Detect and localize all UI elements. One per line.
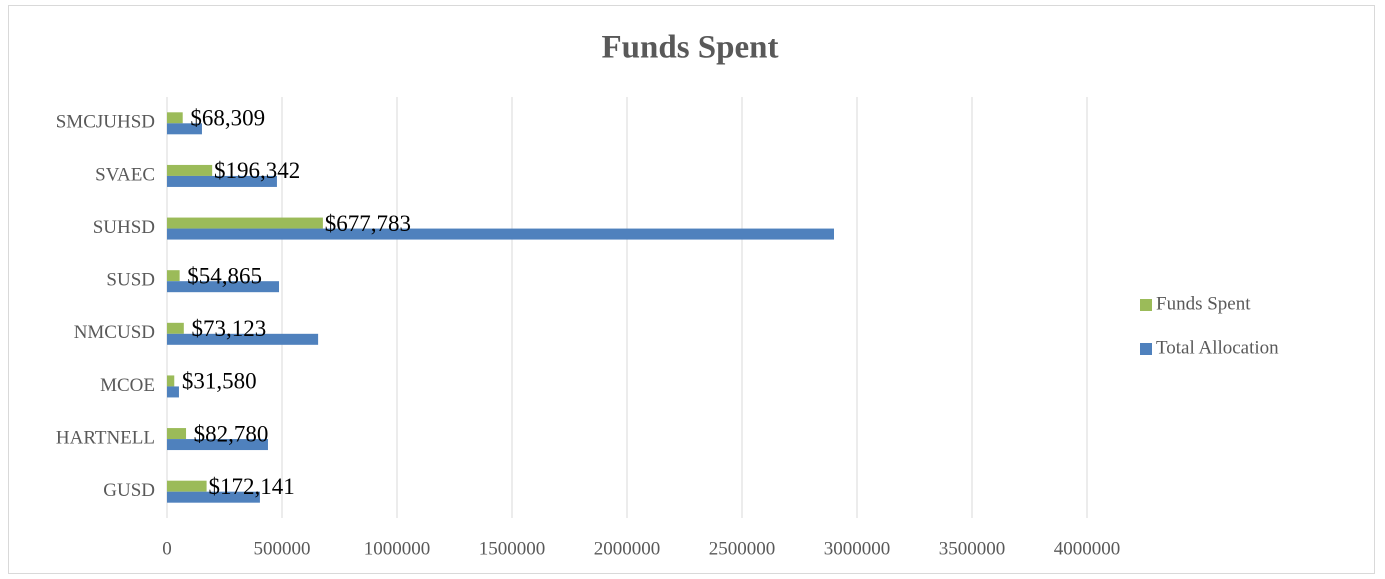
bar — [167, 375, 175, 387]
chart-title: Funds Spent — [601, 30, 778, 66]
data-label: $196,342 — [214, 158, 300, 183]
y-tick-label: NMCUSD — [74, 322, 155, 343]
data-label: $82,780 — [194, 421, 269, 446]
bar — [167, 112, 183, 124]
data-label: $54,865 — [187, 263, 262, 288]
bar — [167, 439, 268, 451]
bar — [167, 123, 202, 135]
x-tick-label: 1500000 — [479, 538, 546, 559]
data-label: $73,123 — [191, 316, 266, 341]
bar — [167, 322, 184, 334]
legend-swatch — [1140, 299, 1152, 311]
y-tick-label: HARTNELL — [56, 427, 155, 448]
y-tick-label: SUHSD — [93, 217, 155, 238]
bar — [167, 480, 207, 492]
y-tick-label: SVAEC — [95, 164, 155, 185]
bar — [167, 228, 834, 240]
bar — [167, 164, 213, 176]
x-tick-label: 2000000 — [594, 538, 661, 559]
y-tick-label: GUSD — [103, 480, 155, 501]
y-tick-label: SUSD — [106, 270, 155, 291]
bar — [167, 428, 187, 440]
bar — [167, 386, 179, 398]
data-label: $31,580 — [182, 369, 257, 394]
bar — [167, 333, 319, 345]
bar — [167, 217, 323, 229]
bar — [167, 175, 277, 187]
x-tick-label: 2500000 — [709, 538, 776, 559]
y-tick-label: MCOE — [100, 375, 155, 396]
data-label: $677,783 — [325, 211, 411, 236]
legend-label: Funds Spent — [1156, 293, 1251, 314]
bar — [167, 491, 260, 503]
x-tick-label: 0 — [162, 538, 172, 559]
legend-label: Total Allocation — [1156, 337, 1279, 358]
y-tick-label: SMCJUHSD — [56, 112, 155, 133]
x-tick-label: 3000000 — [824, 538, 891, 559]
x-tick-label: 1000000 — [364, 538, 431, 559]
bar — [167, 270, 180, 282]
x-tick-label: 4000000 — [1054, 538, 1121, 559]
bar — [167, 281, 280, 293]
data-label: $68,309 — [190, 106, 265, 131]
x-tick-label: 500000 — [254, 538, 311, 559]
legend-swatch — [1140, 343, 1152, 355]
data-label: $172,141 — [208, 474, 294, 499]
x-tick-label: 3500000 — [939, 538, 1006, 559]
